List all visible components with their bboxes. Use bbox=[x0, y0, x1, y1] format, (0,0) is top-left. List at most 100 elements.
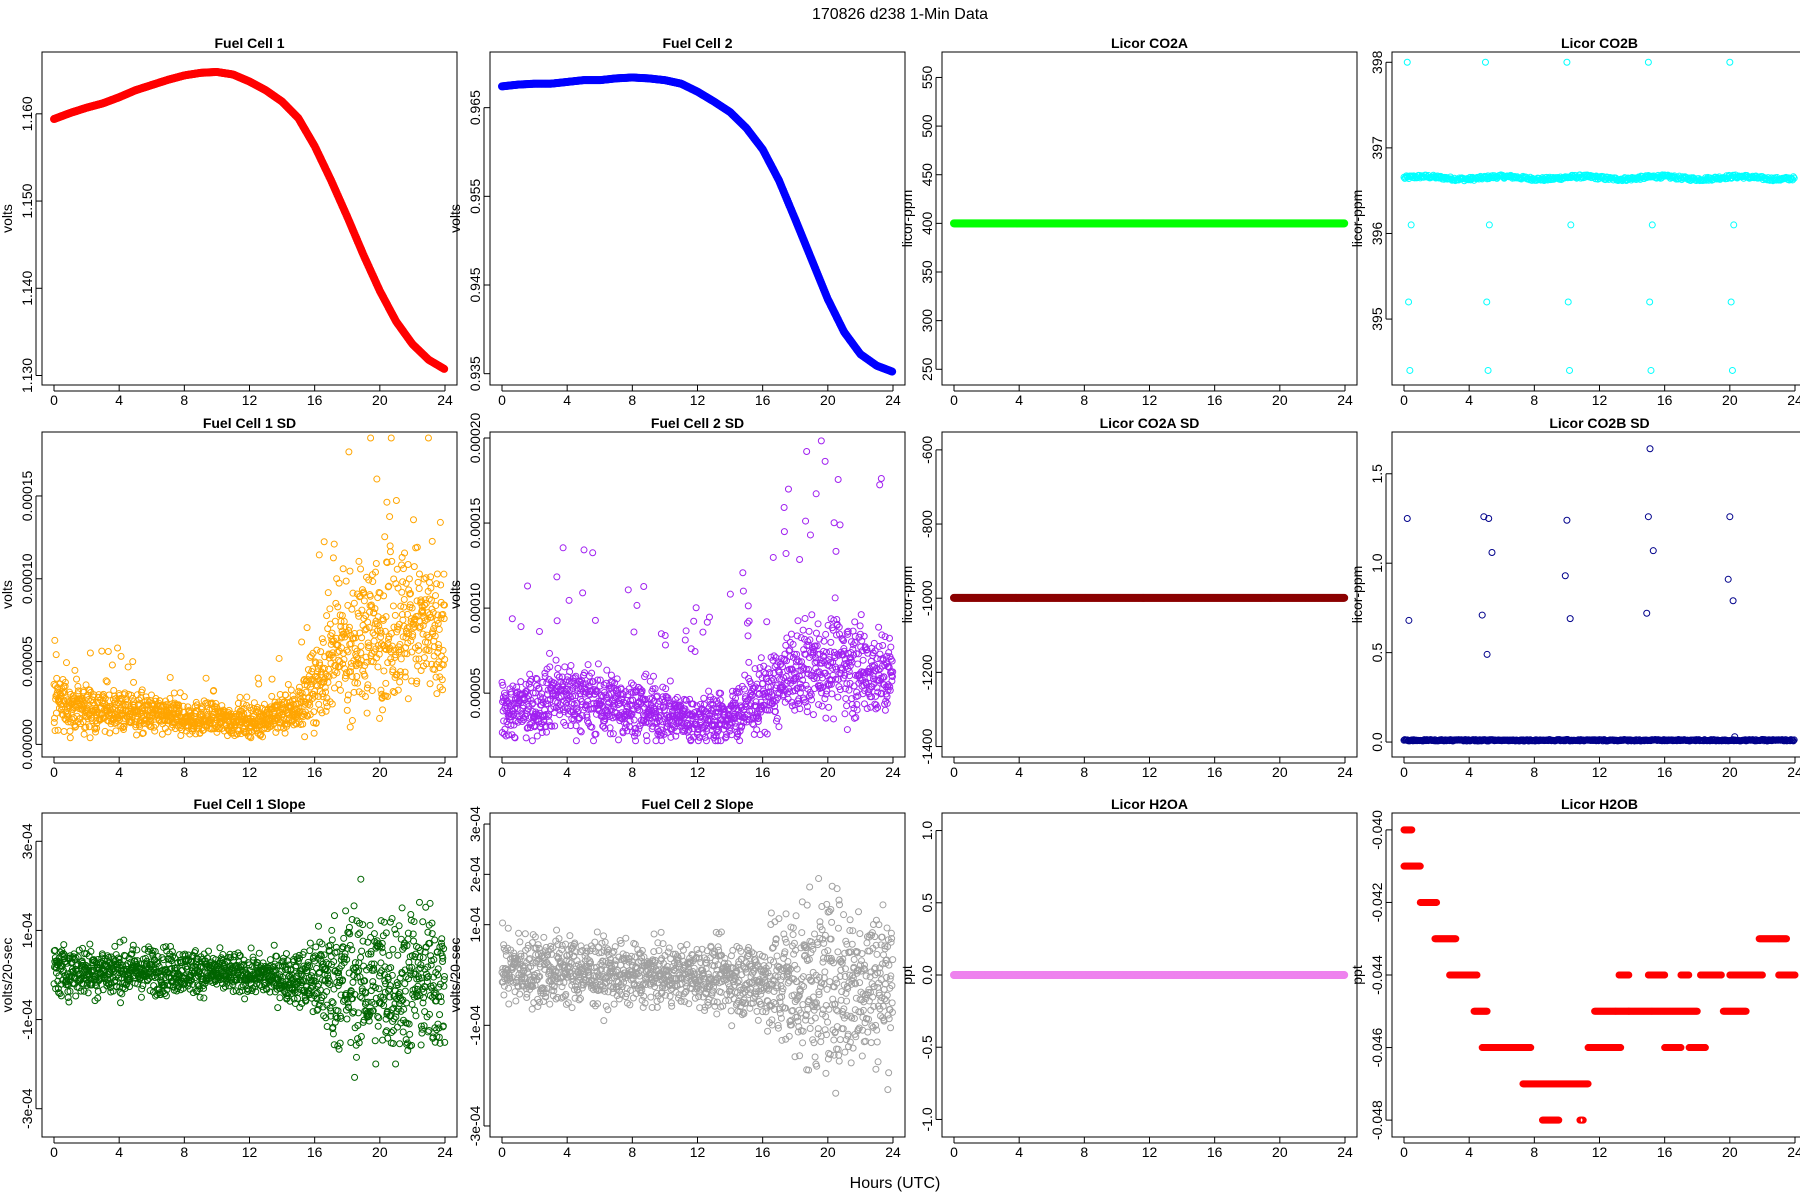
data-point bbox=[1483, 298, 1491, 306]
data-point bbox=[803, 448, 811, 456]
data-point bbox=[398, 588, 406, 596]
data-point bbox=[796, 555, 804, 563]
x-tick-label: 20 bbox=[372, 392, 388, 408]
data-point bbox=[415, 585, 423, 593]
data-point bbox=[794, 617, 802, 625]
x-tick-label: 16 bbox=[755, 764, 771, 780]
data-point bbox=[1730, 221, 1738, 229]
data-point bbox=[666, 677, 674, 685]
data-point bbox=[355, 557, 363, 565]
data-point bbox=[805, 627, 813, 635]
data-point bbox=[51, 636, 59, 644]
data-point bbox=[275, 654, 283, 662]
data-point bbox=[594, 660, 602, 668]
data-point bbox=[1567, 221, 1575, 229]
y-tick-label: 1.130 bbox=[19, 358, 35, 393]
y-tick-label: 0.955 bbox=[467, 179, 483, 214]
y-tick-label: 250 bbox=[919, 357, 935, 381]
figure-title: 170826 d238 1-Min Data bbox=[812, 6, 988, 23]
y-tick-label: 0.00010 bbox=[19, 553, 35, 604]
data-points bbox=[498, 437, 897, 745]
data-point bbox=[661, 641, 669, 649]
data-point bbox=[640, 582, 648, 590]
x-tick-label: 4 bbox=[1015, 392, 1023, 408]
y-tick-label: 0.00015 bbox=[19, 470, 35, 521]
data-point bbox=[554, 664, 562, 672]
data-point bbox=[881, 706, 889, 714]
data-point bbox=[112, 727, 120, 735]
data-point bbox=[374, 663, 382, 671]
data-point bbox=[782, 550, 790, 558]
data-point bbox=[104, 648, 112, 656]
data-point bbox=[367, 434, 375, 442]
data-point bbox=[381, 533, 389, 541]
data-point bbox=[591, 616, 599, 624]
data-point bbox=[387, 434, 395, 442]
data-point bbox=[329, 554, 337, 562]
data-point bbox=[268, 675, 276, 683]
data-point bbox=[1646, 298, 1654, 306]
data-point bbox=[343, 706, 351, 714]
x-tick-label: 12 bbox=[1592, 392, 1608, 408]
data-point bbox=[326, 605, 334, 613]
data-point bbox=[630, 716, 638, 724]
y-tick-label: 0.00000 bbox=[19, 719, 35, 770]
data-point bbox=[52, 651, 60, 659]
data-point bbox=[682, 627, 690, 635]
x-tick-label: 24 bbox=[437, 764, 453, 780]
data-point bbox=[400, 595, 408, 603]
y-tick-label: 1.160 bbox=[19, 96, 35, 131]
data-point bbox=[815, 701, 823, 709]
y-tick-label: 550 bbox=[919, 66, 935, 90]
data-point bbox=[552, 656, 560, 664]
data-point bbox=[1644, 58, 1652, 66]
data-point bbox=[705, 687, 713, 695]
data-point bbox=[404, 695, 412, 703]
data-point bbox=[565, 596, 573, 604]
data-point bbox=[302, 688, 310, 696]
data-point bbox=[391, 611, 399, 619]
data-point bbox=[86, 649, 94, 657]
data-point bbox=[764, 665, 772, 673]
data-point bbox=[426, 680, 434, 688]
data-point bbox=[822, 630, 830, 638]
y-tick-label: 1.140 bbox=[19, 271, 35, 306]
data-point bbox=[522, 734, 530, 742]
data-point bbox=[780, 528, 788, 536]
x-tick-label: 0 bbox=[50, 392, 58, 408]
data-point bbox=[298, 638, 306, 646]
data-point bbox=[202, 674, 210, 682]
x-tick-label: 20 bbox=[820, 764, 836, 780]
data-point bbox=[431, 592, 439, 600]
x-tick-label: 16 bbox=[755, 392, 771, 408]
data-point bbox=[377, 686, 385, 694]
data-point bbox=[62, 659, 70, 667]
data-point bbox=[317, 648, 325, 656]
data-point bbox=[690, 617, 698, 625]
data-point bbox=[681, 636, 689, 644]
data-point bbox=[313, 646, 321, 654]
data-point bbox=[652, 737, 660, 745]
panel-title: Fuel Cell 2 bbox=[662, 35, 732, 51]
data-point bbox=[331, 617, 339, 625]
data-point bbox=[744, 632, 752, 640]
data-point bbox=[428, 537, 436, 545]
x-tick-label: 4 bbox=[563, 392, 571, 408]
y-tick-label: 0.00010 bbox=[467, 583, 483, 634]
data-point bbox=[306, 653, 314, 661]
data-point bbox=[825, 703, 833, 711]
data-point bbox=[624, 586, 632, 594]
data-point bbox=[876, 481, 884, 489]
data-point bbox=[769, 553, 777, 561]
data-point bbox=[117, 652, 125, 660]
data-point bbox=[357, 642, 365, 650]
data-point bbox=[589, 549, 597, 557]
data-point bbox=[53, 674, 61, 682]
x-tick-label: 8 bbox=[628, 392, 636, 408]
data-point bbox=[692, 604, 700, 612]
y-tick-label: 400 bbox=[919, 211, 935, 235]
data-point bbox=[812, 629, 820, 637]
y-tick-label: 396 bbox=[1369, 222, 1385, 246]
